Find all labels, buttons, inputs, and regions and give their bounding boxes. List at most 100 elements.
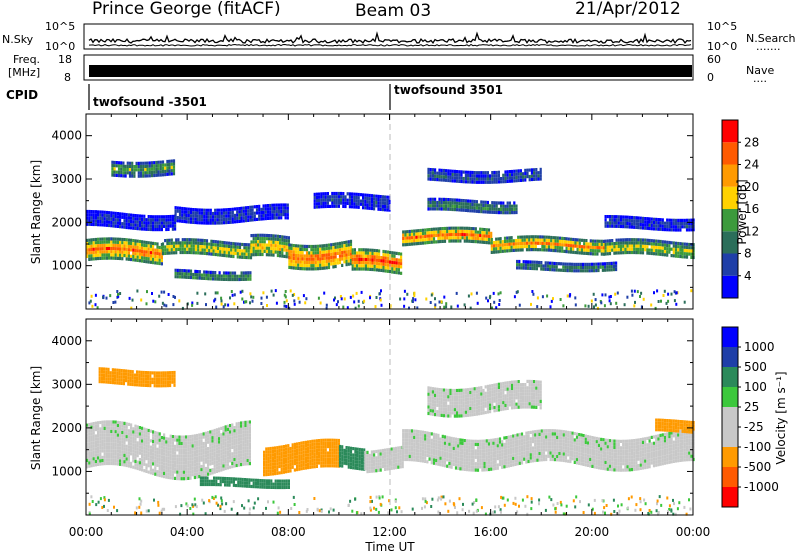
echo-cell [99,456,102,460]
echo-cell [136,450,139,455]
echo-cell [237,421,240,426]
echo-cell [379,207,382,211]
echo-cell [150,161,154,165]
echo-cell [125,247,128,251]
echo-cell [373,248,376,253]
echo-cell [125,438,128,442]
echo-cell [269,453,272,457]
echo-cell [656,289,659,293]
echo-cell [193,472,196,476]
echo-cell [608,299,611,303]
echo-cell [211,221,215,225]
echo-cell [331,448,334,452]
echo-cell [215,431,218,435]
echo-cell [138,432,141,436]
echo-cell [210,482,213,487]
echo-cell [200,436,203,440]
echo-cell [242,440,245,444]
echo-cell [278,445,281,449]
echo-cell [497,243,500,247]
echo-cell [147,432,150,436]
echo-cell [168,245,171,249]
echo-cell [156,215,159,219]
echo-cell [156,434,159,439]
echo-cell [191,434,194,438]
echo-cell [659,249,662,253]
echo-cell [585,239,588,243]
echo-cell [530,248,533,252]
echo-cell [316,263,320,268]
echo-cell [526,171,529,175]
echo-cell [136,447,139,451]
echo-cell [220,218,223,222]
echo-cell [158,451,161,455]
echo-cell [174,457,177,461]
echo-cell [211,448,214,453]
echo-cell [442,197,445,201]
echo-cell [149,371,152,375]
echo-cell [659,221,662,225]
echo-cell [227,254,231,258]
echo-cell [324,438,327,442]
echo-cell [137,161,140,165]
echo-cell [132,430,135,434]
echo-cell [635,244,638,248]
echo-cell [189,438,192,442]
echo-cell [578,244,581,249]
echo-cell [263,450,266,454]
echo-cell [141,439,144,443]
echo-cell [157,167,160,171]
echo-cell [502,201,505,205]
echo-cell [186,244,189,248]
echo-cell [169,224,172,228]
echo-cell [571,262,574,266]
echo-cell [314,248,317,252]
echo-cell [619,251,623,255]
echo-cell [213,464,216,468]
echo-cell [613,224,616,228]
echo-cell [119,237,122,241]
echo-cell [309,446,312,450]
echo-cell [481,234,484,238]
echo-cell [176,445,179,449]
echo-cell [108,452,111,456]
echo-cell [310,244,313,249]
echo-cell [413,232,416,236]
echo-cell [198,436,201,440]
echo-cell [220,214,223,219]
echo-cell [274,240,277,245]
echo-cell [204,460,207,464]
echo-cell [493,180,496,184]
echo-cell [369,296,371,300]
echo-cell [216,208,219,212]
echo-cell [113,167,116,171]
echo-cell [249,274,252,278]
echo-cell [456,304,459,308]
echo-cell [222,305,225,309]
echo-cell [575,269,578,273]
echo-cell [206,476,209,480]
echo-cell [123,219,126,223]
echo-cell [464,177,467,181]
echo-cell [244,274,248,278]
echo-cell [263,485,266,489]
echo-cell [100,370,103,374]
echo-cell [125,435,128,439]
echo-cell [92,250,95,255]
echo-cell [296,455,299,459]
echo-cell [171,444,174,448]
echo-cell [167,466,170,470]
echo-cell [231,293,234,297]
echo-cell [185,473,188,477]
echo-cell [448,229,451,234]
echo-cell [116,237,119,241]
echo-cell [112,420,115,424]
echo-cell [335,303,338,307]
echo-cell [650,223,653,228]
echo-cell [191,441,194,445]
echo-cell [174,435,177,439]
echo-cell [198,276,201,280]
echo-cell [614,292,617,296]
echo-cell [309,449,312,453]
echo-cell [227,208,230,212]
